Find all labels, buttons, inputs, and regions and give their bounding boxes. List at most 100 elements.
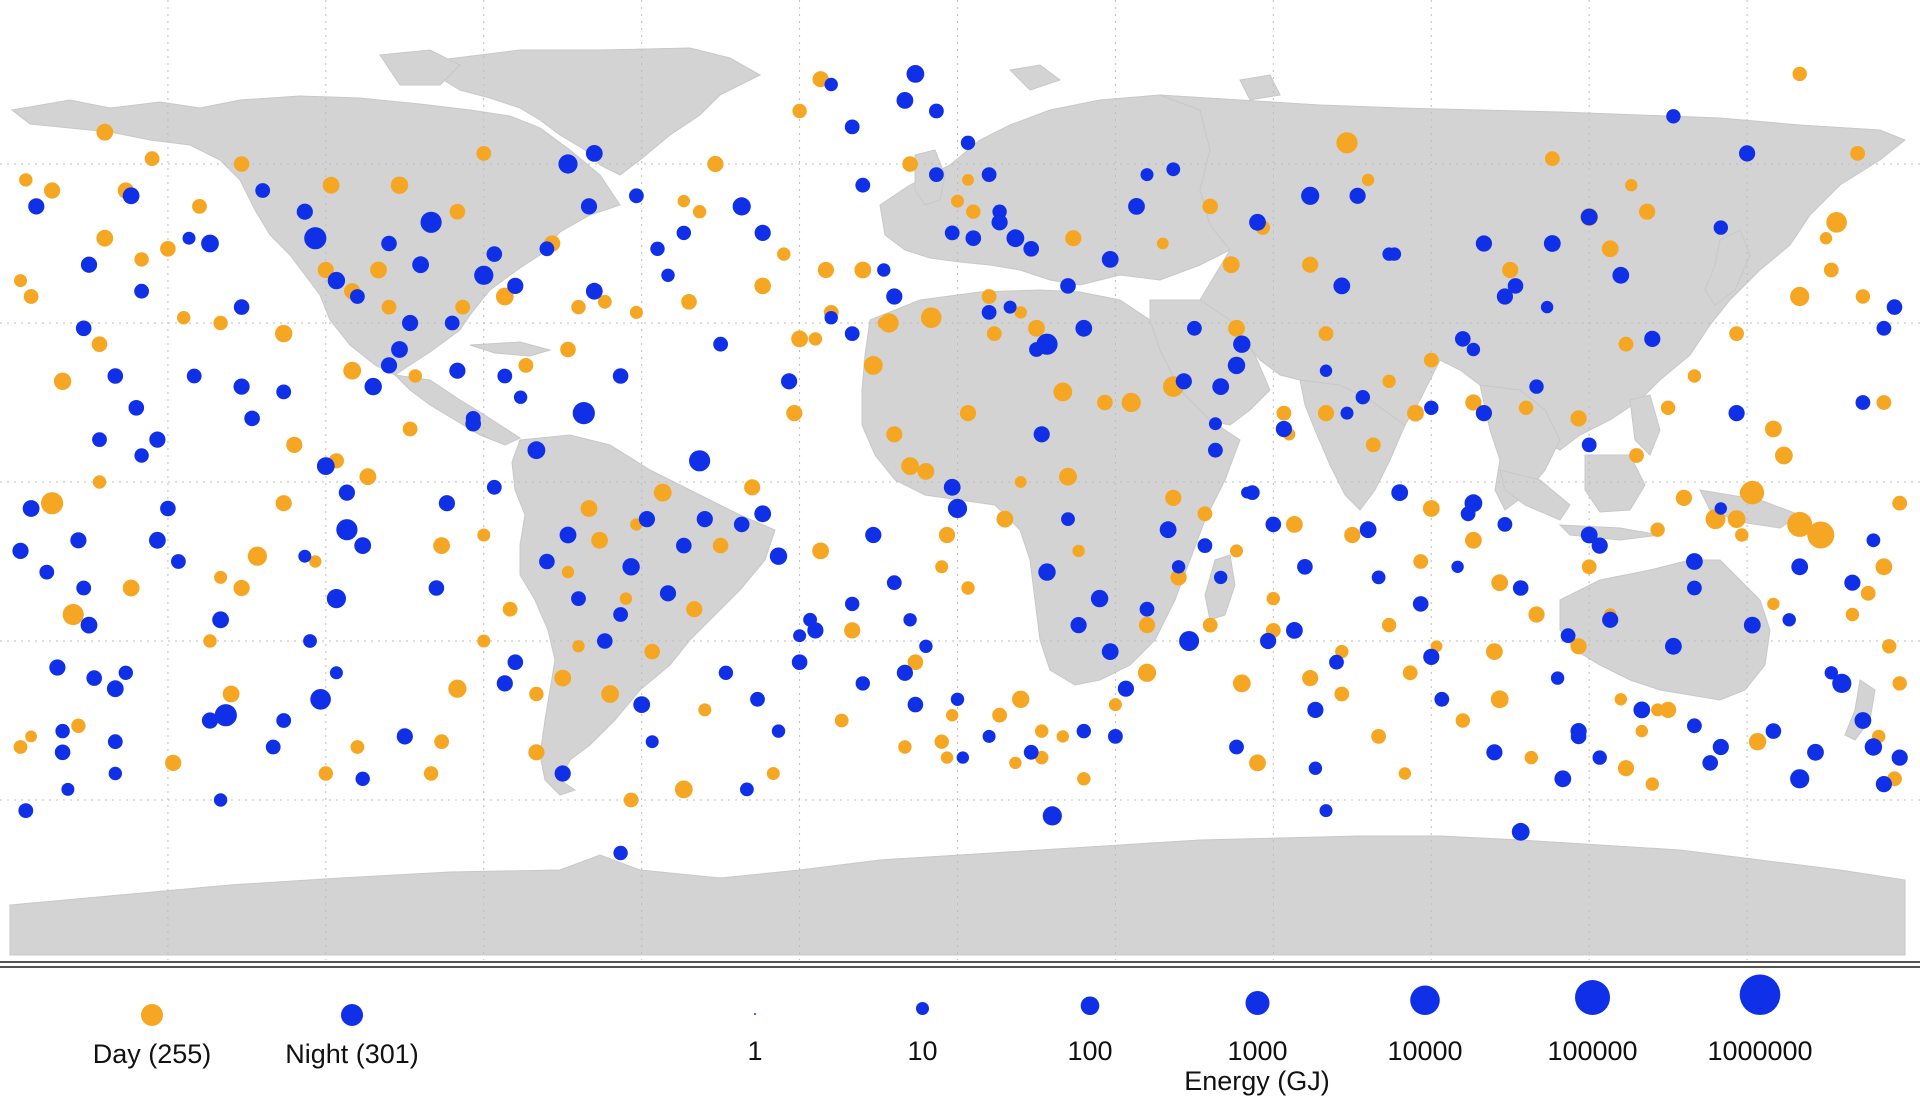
day-event-marker xyxy=(644,643,660,660)
day-event-marker xyxy=(165,754,182,772)
night-event-marker xyxy=(214,704,237,727)
day-event-marker xyxy=(1365,437,1381,453)
day-event-marker xyxy=(946,709,959,722)
night-event-marker xyxy=(1560,628,1576,644)
night-event-marker xyxy=(149,431,166,448)
night-event-marker xyxy=(233,378,250,395)
size-legend-tick-label: 100 xyxy=(1067,1036,1112,1066)
night-event-marker xyxy=(1159,521,1177,539)
day-event-marker xyxy=(597,294,612,309)
night-event-marker xyxy=(1728,405,1745,422)
night-event-marker xyxy=(1739,145,1756,162)
day-event-marker xyxy=(1059,467,1077,486)
day-event-marker xyxy=(1875,558,1893,576)
day-event-marker xyxy=(1121,392,1141,413)
size-legend-tick-label: 10 xyxy=(907,1036,937,1066)
day-event-marker xyxy=(477,634,491,648)
night-event-marker xyxy=(661,268,675,282)
day-event-marker xyxy=(322,176,340,194)
night-event-marker xyxy=(1581,437,1597,453)
night-event-marker xyxy=(896,664,914,681)
night-event-marker xyxy=(171,554,186,569)
night-event-marker xyxy=(771,724,786,738)
day-event-marker xyxy=(96,123,114,141)
day-event-marker xyxy=(1581,559,1597,575)
night-event-marker xyxy=(571,591,586,606)
day-event-marker xyxy=(203,634,217,648)
night-event-marker xyxy=(381,235,397,252)
day-event-marker xyxy=(350,740,365,754)
legend-night-label: Night (301) xyxy=(285,1039,419,1069)
day-event-marker xyxy=(653,483,672,502)
day-event-marker xyxy=(561,565,575,579)
day-event-marker xyxy=(1787,511,1813,537)
night-event-marker xyxy=(1591,537,1608,554)
night-event-marker xyxy=(391,341,408,358)
night-event-marker xyxy=(1743,616,1761,634)
night-event-marker xyxy=(1227,356,1246,375)
night-event-marker xyxy=(558,154,578,174)
energy-events xyxy=(12,65,1908,861)
night-event-marker xyxy=(645,735,659,749)
night-event-marker xyxy=(350,289,365,304)
day-event-marker xyxy=(359,468,377,486)
night-event-marker xyxy=(1529,379,1544,394)
day-event-marker xyxy=(44,182,61,199)
size-legend-marker xyxy=(1245,991,1270,1015)
night-event-marker xyxy=(844,119,860,135)
day-event-marker xyxy=(560,341,576,358)
night-event-marker xyxy=(733,516,750,533)
night-event-marker xyxy=(629,188,644,204)
day-event-marker xyxy=(1318,326,1334,341)
day-event-marker xyxy=(449,203,466,220)
night-event-marker xyxy=(1765,723,1782,739)
legend-energy-title: Energy (GJ) xyxy=(1184,1066,1330,1096)
night-event-marker xyxy=(1875,776,1892,793)
day-event-marker xyxy=(343,361,362,380)
night-event-marker xyxy=(824,77,838,92)
night-event-marker xyxy=(1308,761,1323,775)
night-event-marker xyxy=(1864,738,1883,756)
night-event-marker xyxy=(793,629,807,643)
night-event-marker xyxy=(1023,744,1039,760)
night-event-marker xyxy=(106,680,124,698)
night-event-marker xyxy=(486,246,503,262)
size-legend-marker xyxy=(1739,974,1781,1016)
night-event-marker xyxy=(1208,417,1222,431)
day-event-marker xyxy=(1317,405,1335,422)
day-event-marker xyxy=(476,146,492,161)
day-event-marker xyxy=(1635,724,1649,738)
night-event-marker xyxy=(622,558,640,576)
land-central-america xyxy=(393,374,522,446)
day-event-marker xyxy=(681,294,697,310)
day-event-marker xyxy=(1382,374,1396,388)
night-event-marker xyxy=(965,230,982,246)
night-event-marker xyxy=(696,510,713,528)
night-event-marker xyxy=(303,634,317,648)
night-event-marker xyxy=(1687,580,1702,596)
night-event-marker xyxy=(1424,400,1439,415)
day-event-marker xyxy=(1855,289,1871,304)
day-event-marker xyxy=(91,336,108,353)
night-event-marker xyxy=(160,500,176,517)
night-event-marker xyxy=(824,311,838,325)
day-event-marker xyxy=(1165,489,1182,506)
day-event-marker xyxy=(286,436,303,453)
day-event-marker xyxy=(1407,404,1424,422)
night-event-marker xyxy=(1423,648,1440,666)
day-event-marker xyxy=(902,156,918,172)
day-event-marker xyxy=(834,713,849,728)
day-event-marker xyxy=(433,537,450,554)
night-event-marker xyxy=(92,432,107,447)
day-event-marker xyxy=(1660,701,1677,719)
day-event-marker xyxy=(1845,607,1860,622)
night-event-marker xyxy=(1712,738,1729,756)
day-event-marker xyxy=(1660,400,1676,415)
night-event-marker xyxy=(201,712,219,729)
day-event-marker xyxy=(1860,585,1876,601)
night-event-marker xyxy=(612,368,629,384)
night-event-marker xyxy=(1855,395,1871,410)
land-australia xyxy=(1559,559,1771,701)
night-event-marker xyxy=(1832,673,1852,694)
day-event-marker xyxy=(1371,729,1386,744)
